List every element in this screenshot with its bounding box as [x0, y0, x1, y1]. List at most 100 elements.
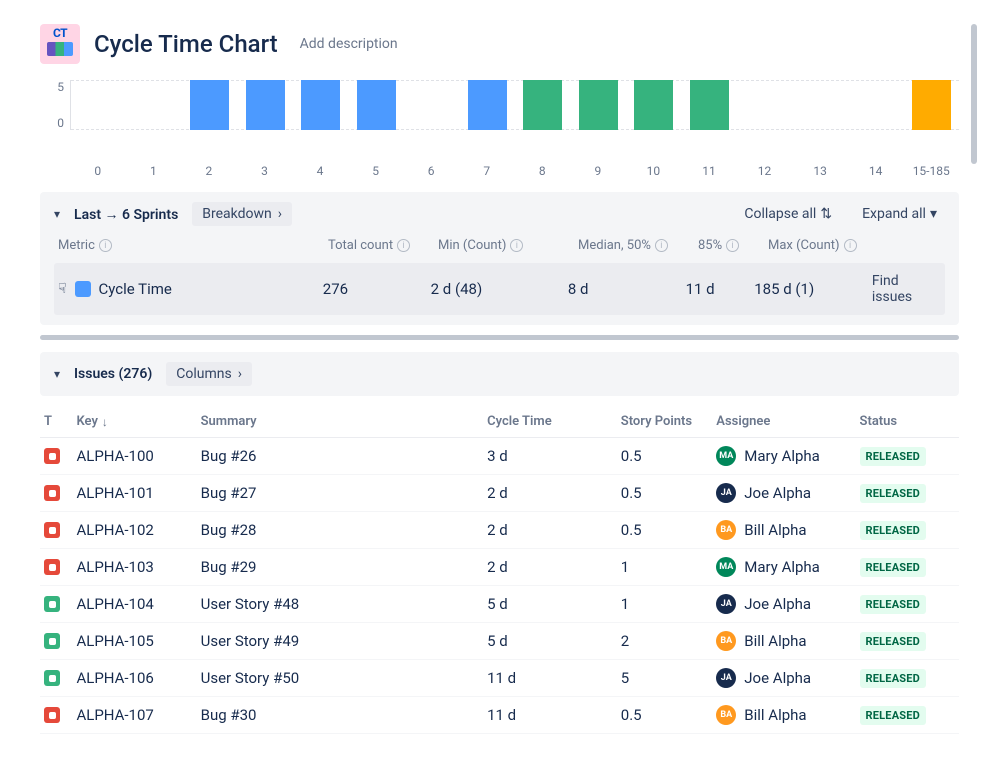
chart-bar[interactable]	[912, 80, 951, 130]
issue-key[interactable]: ALPHA-104	[76, 595, 200, 613]
col-total: Total counti	[328, 238, 438, 253]
issue-assignee: BABill Alpha	[716, 631, 859, 651]
chart-bar[interactable]	[190, 80, 229, 130]
table-row[interactable]: ALPHA-105User Story #495 d2BABill AlphaR…	[40, 623, 959, 660]
issue-key[interactable]: ALPHA-105	[76, 632, 200, 650]
app-icon-graphic	[47, 42, 73, 56]
col-min: Min (Count)i	[438, 238, 578, 253]
bug-icon	[44, 559, 60, 575]
x-tick: 4	[292, 164, 348, 178]
chart-slot	[737, 80, 793, 130]
metric-min: 2 d (48)	[431, 280, 568, 298]
app-icon-label: CT	[53, 26, 67, 40]
metric-85: 11 d	[686, 280, 755, 298]
table-row[interactable]: ALPHA-106User Story #5011 d5JAJoe AlphaR…	[40, 660, 959, 697]
add-description-link[interactable]: Add description	[300, 36, 398, 52]
metric-row-cycle-time[interactable]: ☟ Cycle Time 276 2 d (48) 8 d 11 d 185 d…	[54, 263, 945, 315]
chart-slot	[238, 80, 294, 130]
x-tick: 15-185	[903, 164, 959, 178]
columns-chip[interactable]: Columns ›	[166, 362, 252, 386]
chart-bar[interactable]	[523, 80, 562, 130]
find-issues-link[interactable]: Find issues	[872, 273, 941, 305]
issue-key[interactable]: ALPHA-103	[76, 558, 200, 576]
col-metric: Metrici	[58, 238, 328, 253]
col-header-key[interactable]: Key↓	[76, 414, 200, 429]
x-tick: 5	[348, 164, 404, 178]
issue-story-points: 0.5	[621, 521, 717, 539]
avatar: JA	[716, 594, 736, 614]
issue-status: RELEASED	[860, 483, 956, 503]
x-tick: 12	[737, 164, 793, 178]
chart-slot	[182, 80, 238, 130]
table-row[interactable]: ALPHA-104User Story #485 d1JAJoe AlphaRE…	[40, 586, 959, 623]
avatar: MA	[716, 446, 736, 466]
table-row[interactable]: ALPHA-100Bug #263 d0.5MAMary AlphaRELEAS…	[40, 438, 959, 475]
issue-cycle-time: 5 d	[487, 632, 621, 650]
sprints-panel: ▾ Last → 6 Sprints Breakdown › Collapse …	[40, 192, 959, 325]
chevron-down-icon[interactable]: ▾	[54, 367, 60, 381]
issue-assignee: JAJoe Alpha	[716, 483, 859, 503]
story-icon	[44, 670, 60, 686]
issue-key[interactable]: ALPHA-107	[76, 706, 200, 724]
chart-y-axis: 5 0	[40, 80, 70, 130]
issue-cycle-time: 2 d	[487, 558, 621, 576]
issue-key[interactable]: ALPHA-100	[76, 447, 200, 465]
table-row[interactable]: ALPHA-107Bug #3011 d0.5BABill AlphaRELEA…	[40, 697, 959, 734]
issue-assignee: BABill Alpha	[716, 705, 859, 725]
col-header-summary[interactable]: Summary	[201, 414, 487, 429]
issue-key[interactable]: ALPHA-101	[76, 484, 200, 502]
issue-story-points: 1	[621, 595, 717, 613]
issue-key[interactable]: ALPHA-102	[76, 521, 200, 539]
info-icon: i	[655, 239, 668, 252]
section-divider	[40, 335, 959, 340]
bug-icon	[44, 448, 60, 464]
expand-all-button[interactable]: Expand all ▾	[854, 202, 945, 226]
chevron-down-icon[interactable]: ▾	[54, 207, 60, 221]
chevron-right-icon: ›	[238, 366, 242, 382]
chart-bar[interactable]	[690, 80, 729, 130]
x-tick: 2	[181, 164, 237, 178]
chart-slot	[127, 80, 183, 130]
chart-bar[interactable]	[634, 80, 673, 130]
collapse-all-button[interactable]: Collapse all ⇅	[736, 202, 840, 226]
app-icon: CT	[40, 24, 80, 64]
chart-bar[interactable]	[301, 80, 340, 130]
chart-bar[interactable]	[246, 80, 285, 130]
chart-bar[interactable]	[468, 80, 507, 130]
col-header-sp[interactable]: Story Points	[621, 414, 717, 429]
avatar: MA	[716, 557, 736, 577]
pointer-icon: ☟	[58, 281, 67, 297]
chart-bar[interactable]	[579, 80, 618, 130]
issue-summary: User Story #49	[201, 632, 487, 650]
chart-plot	[70, 80, 959, 130]
chart-bar[interactable]	[357, 80, 396, 130]
avatar: BA	[716, 520, 736, 540]
info-icon: i	[99, 239, 112, 252]
table-row[interactable]: ALPHA-103Bug #292 d1MAMary AlphaRELEASED	[40, 549, 959, 586]
x-tick: 13	[792, 164, 848, 178]
table-row[interactable]: ALPHA-102Bug #282 d0.5BABill AlphaRELEAS…	[40, 512, 959, 549]
x-tick: 6	[403, 164, 459, 178]
issues-toolbar: ▾ Issues (276) Columns ›	[54, 362, 945, 386]
info-icon: i	[397, 239, 410, 252]
chevron-right-icon: ›	[278, 206, 282, 222]
bug-icon	[44, 707, 60, 723]
table-row[interactable]: ALPHA-101Bug #272 d0.5JAJoe AlphaRELEASE…	[40, 475, 959, 512]
col-header-cycle[interactable]: Cycle Time	[487, 414, 621, 429]
chart-bars	[71, 80, 959, 130]
col-header-type[interactable]: T	[44, 414, 76, 429]
chart-slot	[71, 80, 127, 130]
avatar: JA	[716, 483, 736, 503]
scrollbar[interactable]	[971, 24, 977, 164]
info-icon: i	[726, 239, 739, 252]
chart-slot	[571, 80, 627, 130]
breakdown-chip[interactable]: Breakdown ›	[192, 202, 292, 226]
issue-key[interactable]: ALPHA-106	[76, 669, 200, 687]
col-85: 85%i	[698, 238, 768, 253]
col-header-assignee[interactable]: Assignee	[716, 414, 859, 429]
col-median: Median, 50%i	[578, 238, 698, 253]
issue-assignee: BABill Alpha	[716, 520, 859, 540]
avatar: BA	[716, 705, 736, 725]
col-header-status[interactable]: Status	[860, 414, 956, 429]
issue-summary: Bug #26	[201, 447, 487, 465]
